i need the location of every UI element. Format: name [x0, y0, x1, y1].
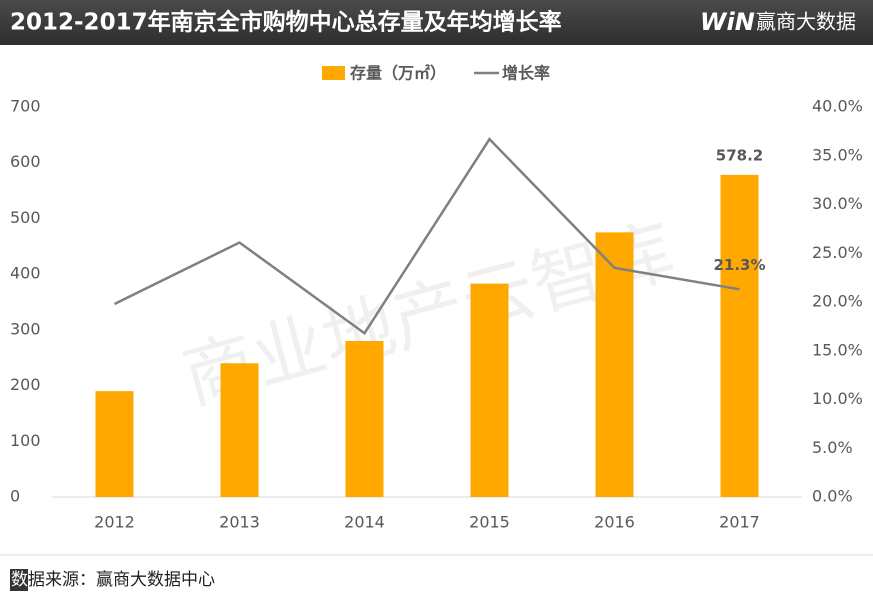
y2-tick-label: 10.0%: [812, 389, 863, 408]
y-tick-label: 300: [10, 319, 41, 338]
y-tick-label: 500: [10, 208, 41, 227]
y-tick-label: 700: [10, 97, 41, 116]
line-value-label: 21.3%: [713, 256, 765, 274]
bar: [220, 363, 259, 497]
bar: [345, 341, 384, 497]
x-tick-label: 2017: [719, 513, 760, 532]
y-tick-label: 200: [10, 375, 41, 394]
header-bar: [0, 0, 873, 45]
bar-value-label: 578.2: [716, 146, 763, 164]
legend-swatch: [322, 66, 345, 80]
legend-label: 增长率: [502, 64, 550, 83]
x-tick-label: 2014: [344, 513, 385, 532]
x-tick-label: 2012: [94, 513, 135, 532]
y2-tick-label: 30.0%: [812, 194, 863, 213]
bar: [595, 232, 634, 497]
y2-tick-label: 20.0%: [812, 292, 863, 311]
y2-tick-label: 0.0%: [812, 487, 853, 506]
bar: [720, 174, 759, 498]
y2-tick-label: 15.0%: [812, 340, 863, 359]
y-tick-label: 100: [10, 431, 41, 450]
bar: [95, 391, 134, 497]
chart-title: 2012-2017年南京全市购物中心总存量及年均增长率: [10, 9, 562, 36]
x-tick-label: 2015: [469, 513, 510, 532]
source-marker: 数: [11, 570, 28, 590]
bar: [470, 283, 509, 497]
source: 据来源：赢商大数据中心: [28, 570, 215, 590]
y-tick-label: 400: [10, 264, 41, 283]
source-marker-bg: [10, 569, 28, 591]
line: [113, 137, 740, 335]
y2-tick-label: 35.0%: [812, 145, 863, 164]
y2-tick-label: 25.0%: [812, 243, 863, 262]
brand: 赢商大数据: [756, 10, 856, 34]
x-tick-label: 2013: [219, 513, 260, 532]
logo: WiN: [700, 8, 755, 36]
y2-tick-label: 40.0%: [812, 97, 863, 116]
y-tick-label: 0: [10, 487, 20, 506]
x-tick-label: 2016: [594, 513, 635, 532]
y2-tick-label: 5.0%: [812, 438, 853, 457]
legend-label: 存量（万㎡）: [350, 64, 446, 83]
y-tick-label: 600: [10, 152, 41, 171]
